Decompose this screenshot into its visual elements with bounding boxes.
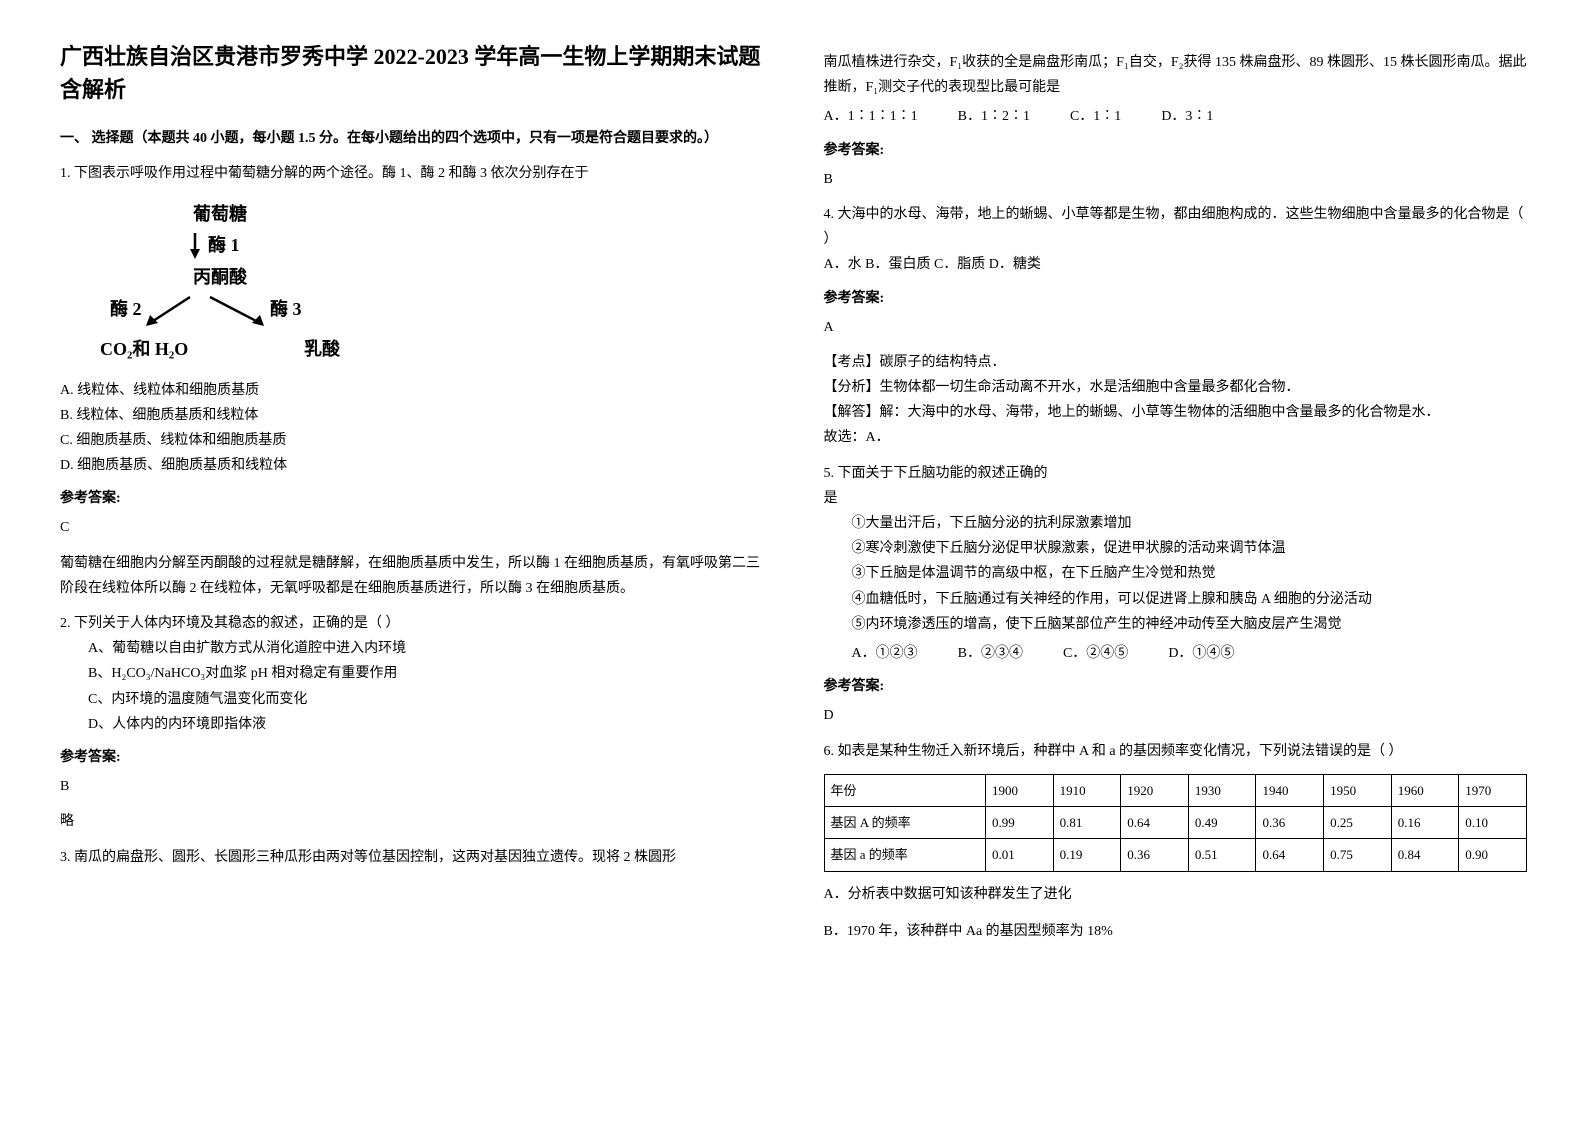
row-a-label: 基因 a 的频率 <box>824 839 986 871</box>
q1-explanation: 葡萄糖在细胞内分解至丙酮酸的过程就是糖酵解，在细胞质基质中发生，所以酶 1 在细… <box>60 551 764 601</box>
q5-item-4: ④血糖低时，下丘脑通过有关神经的作用，可以促进肾上腺和胰岛 A 细胞的分泌活动 <box>824 587 1528 612</box>
q2-stem: 2. 下列关于人体内环境及其稳态的叙述，正确的是（ ） <box>60 611 764 636</box>
q5-item-1: ①大量出汗后，下丘脑分泌的抗利尿激素增加 <box>824 511 1528 536</box>
question-2: 2. 下列关于人体内环境及其稳态的叙述，正确的是（ ） A、葡萄糖以自由扩散方式… <box>60 611 764 835</box>
q2-answer: B <box>60 774 764 799</box>
cell: 0.16 <box>1391 807 1459 839</box>
th-1920: 1920 <box>1121 774 1189 806</box>
cell: 0.19 <box>1053 839 1121 871</box>
cell: 0.75 <box>1324 839 1392 871</box>
cell: 0.36 <box>1256 807 1324 839</box>
cell: 0.01 <box>986 839 1054 871</box>
q1-option-d: D. 细胞质基质、细胞质基质和线粒体 <box>60 453 764 478</box>
q5-item-5: ⑤内环境渗透压的增高，使下丘脑某部位产生的神经冲动传至大脑皮层产生渴觉 <box>824 612 1528 637</box>
table-row: 基因 a 的频率 0.01 0.19 0.36 0.51 0.64 0.75 0… <box>824 839 1527 871</box>
q1-diagram: 葡萄糖 酶 1 丙酮酸 酶 2 酶 3 CO₂和 H₂O 乳酸 <box>100 198 340 365</box>
q5-stem-1: 5. 下面关于下丘脑功能的叙述正确的 <box>824 461 1528 486</box>
diagram-lactate: 乳酸 <box>304 333 340 365</box>
cell: 0.64 <box>1256 839 1324 871</box>
q4-options: A．水 B．蛋白质 C．脂质 D．糖类 <box>824 252 1528 277</box>
exam-title: 广西壮族自治区贵港市罗秀中学 2022-2023 学年高一生物上学期期末试题含解… <box>60 40 764 106</box>
q5-answer: D <box>824 703 1528 728</box>
q5-option-d: D．①④⑤ <box>1168 641 1234 666</box>
th-1900: 1900 <box>986 774 1054 806</box>
question-4: 4. 大海中的水母、海带，地上的蜥蜴、小草等都是生物，都由细胞构成的．这些生物细… <box>824 202 1528 451</box>
diagram-co2-h2o: CO₂和 H₂O <box>100 333 188 365</box>
q2-answer-label: 参考答案: <box>60 745 764 770</box>
th-1940: 1940 <box>1256 774 1324 806</box>
q2-note: 略 <box>60 809 764 834</box>
q6-option-b: B．1970 年，该种群中 Aa 的基因型频率为 18% <box>824 919 1528 944</box>
q1-option-a: A. 线粒体、线粒体和细胞质基质 <box>60 378 764 403</box>
q5-option-a: A．①②③ <box>852 641 918 666</box>
th-1950: 1950 <box>1324 774 1392 806</box>
cell: 0.25 <box>1324 807 1392 839</box>
q3-answer-label: 参考答案: <box>824 138 1528 163</box>
q5-item-2: ②寒冷刺激使下丘脑分泌促甲状腺激素，促进甲状腺的活动来调节体温 <box>824 536 1528 561</box>
enzyme-2-label: 酶 2 <box>110 298 142 319</box>
q1-answer: C <box>60 515 764 540</box>
table-row: 基因 A 的频率 0.99 0.81 0.64 0.49 0.36 0.25 0… <box>824 807 1527 839</box>
q3-answer: B <box>824 167 1528 192</box>
enzyme-3-label: 酶 3 <box>270 298 302 319</box>
diagram-glucose: 葡萄糖 <box>100 198 340 230</box>
question-1: 1. 下图表示呼吸作用过程中葡萄糖分解的两个途径。酶 1、酶 2 和酶 3 依次… <box>60 161 764 601</box>
q1-option-b: B. 线粒体、细胞质基质和线粒体 <box>60 403 764 428</box>
arrow-down-icon: 酶 1 <box>100 231 340 261</box>
q4-fenxi: 【分析】生物体都一切生命活动离不开水，水是活细胞中含量最多都化合物． <box>824 375 1528 400</box>
q3-option-c: C．1∶1 <box>1070 104 1121 129</box>
q4-stem: 4. 大海中的水母、海带，地上的蜥蜴、小草等都是生物，都由细胞构成的．这些生物细… <box>824 202 1528 252</box>
q6-option-a: A．分析表中数据可知该种群发生了进化 <box>824 882 1528 907</box>
question-6: 6. 如表是某种生物迁入新环境后，种群中 A 和 a 的基因频率变化情况，下列说… <box>824 739 1528 945</box>
q6-stem: 6. 如表是某种生物迁入新环境后，种群中 A 和 a 的基因频率变化情况，下列说… <box>824 739 1528 764</box>
q5-option-b: B．②③④ <box>958 641 1023 666</box>
cell: 0.49 <box>1188 807 1256 839</box>
q5-answer-label: 参考答案: <box>824 674 1528 699</box>
diagram-pyruvate: 丙酮酸 <box>100 261 340 293</box>
q2-option-b: B、H₂CO₃/NaHCO₃对血浆 pH 相对稳定有重要作用 <box>60 661 764 686</box>
row-A-label: 基因 A 的频率 <box>824 807 986 839</box>
branch-arrows-icon: 酶 2 酶 3 <box>100 293 340 333</box>
table-header-row: 年份 1900 1910 1920 1930 1940 1950 1960 19… <box>824 774 1527 806</box>
q3-option-d: D．3∶1 <box>1161 104 1213 129</box>
th-1910: 1910 <box>1053 774 1121 806</box>
q2-option-a: A、葡萄糖以自由扩散方式从消化道腔中进入内环境 <box>60 636 764 661</box>
q3-stem-right: 南瓜植株进行杂交，F₁收获的全是扁盘形南瓜；F₁自交，F₂获得 135 株扁盘形… <box>824 50 1528 100</box>
question-3-left: 3. 南瓜的扁盘形、圆形、长圆形三种瓜形由两对等位基因控制，这两对基因独立遗传。… <box>60 845 764 870</box>
enzyme-1-label: 酶 1 <box>208 234 240 255</box>
q4-kaodian: 【考点】碳原子的结构特点． <box>824 350 1528 375</box>
q2-option-d: D、人体内的内环境即指体液 <box>60 712 764 737</box>
section-1-header: 一、 选择题（本题共 40 小题，每小题 1.5 分。在每小题给出的四个选项中，… <box>60 126 764 151</box>
cell: 0.64 <box>1121 807 1189 839</box>
q4-guxuan: 故选：A． <box>824 425 1528 450</box>
q5-item-3: ③下丘脑是体温调节的高级中枢，在下丘脑产生冷觉和热觉 <box>824 561 1528 586</box>
cell: 0.90 <box>1459 839 1527 871</box>
q1-option-c: C. 细胞质基质、线粒体和细胞质基质 <box>60 428 764 453</box>
q3-option-a: A．1∶1∶1∶1 <box>824 104 918 129</box>
cell: 0.51 <box>1188 839 1256 871</box>
question-5: 5. 下面关于下丘脑功能的叙述正确的 是 ①大量出汗后，下丘脑分泌的抗利尿激素增… <box>824 461 1528 729</box>
q5-option-c: C．②④⑤ <box>1063 641 1128 666</box>
q6-frequency-table: 年份 1900 1910 1920 1930 1940 1950 1960 19… <box>824 774 1528 872</box>
th-1970: 1970 <box>1459 774 1527 806</box>
cell: 0.36 <box>1121 839 1189 871</box>
q1-answer-label: 参考答案: <box>60 486 764 511</box>
q3-option-b: B．1∶2∶1 <box>958 104 1030 129</box>
th-1930: 1930 <box>1188 774 1256 806</box>
q4-jieda: 【解答】解：大海中的水母、海带，地上的蜥蜴、小草等生物体的活细胞中含量最多的化合… <box>824 400 1528 425</box>
th-1960: 1960 <box>1391 774 1459 806</box>
q5-stem-2: 是 <box>824 486 1528 511</box>
q4-answer-label: 参考答案: <box>824 286 1528 311</box>
cell: 0.81 <box>1053 807 1121 839</box>
q1-stem: 1. 下图表示呼吸作用过程中葡萄糖分解的两个途径。酶 1、酶 2 和酶 3 依次… <box>60 161 764 186</box>
cell: 0.10 <box>1459 807 1527 839</box>
q3-stem-left: 3. 南瓜的扁盘形、圆形、长圆形三种瓜形由两对等位基因控制，这两对基因独立遗传。… <box>60 845 764 870</box>
th-year: 年份 <box>824 774 986 806</box>
question-3-right: 南瓜植株进行杂交，F₁收获的全是扁盘形南瓜；F₁自交，F₂获得 135 株扁盘形… <box>824 50 1528 192</box>
q2-option-c: C、内环境的温度随气温变化而变化 <box>60 687 764 712</box>
cell: 0.99 <box>986 807 1054 839</box>
q4-answer: A <box>824 315 1528 340</box>
cell: 0.84 <box>1391 839 1459 871</box>
